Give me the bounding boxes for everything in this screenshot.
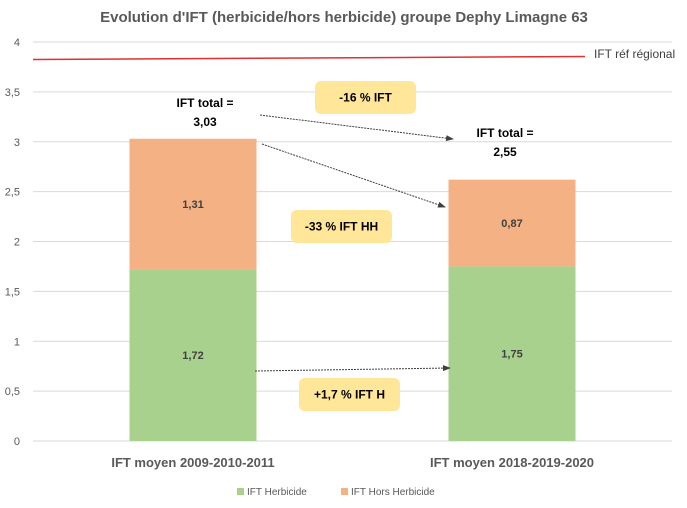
reference-line [32,55,586,61]
data-label: 1,72 [182,350,203,362]
y-tick-label: 0 [14,436,20,448]
legend-label: IFT Hors Herbicide [351,487,435,498]
y-tick-label: 1 [14,336,20,348]
arrow [259,114,454,142]
total-label: IFT total = [477,126,534,140]
chart-title: Evolution d'IFT (herbicide/hors herbicid… [100,9,588,26]
bar-segment [129,138,257,270]
y-tick-label: 2 [14,237,20,249]
y-tick-label: 3,5 [5,87,20,99]
callout-text: -16 % IFT [339,91,392,105]
y-tick-label: 3 [14,137,20,149]
legend-swatch [237,488,244,495]
total-label: IFT total = [177,96,234,110]
y-tick-label: 0,5 [5,386,20,398]
total-value: 3,03 [193,115,217,129]
legend-label: IFT Herbicide [247,487,307,498]
y-tick-label: 2,5 [5,187,20,199]
total-value: 2,55 [493,145,517,159]
callout-text: +1,7 % IFT H [314,388,385,402]
data-label: 0,87 [501,218,522,230]
reference-line-label: IFT réf régional [594,47,675,61]
bar-segment [129,269,257,441]
y-tick-label: 1,5 [5,286,20,298]
data-label: 1,31 [182,199,203,211]
legend-swatch [341,488,348,495]
data-label: 1,75 [501,349,522,361]
callout-box [315,81,416,114]
x-tick-label: IFT moyen 2018-2019-2020 [430,455,594,470]
bar-segment [448,266,576,441]
y-tick-label: 4 [14,37,20,49]
arrow [261,143,446,208]
bar-segment [448,179,576,267]
callout-text: -33 % IFT HH [305,220,378,234]
callout-box [299,378,400,411]
arrow [254,365,451,372]
callout-box [291,210,392,243]
x-tick-label: IFT moyen 2009-2010-2011 [111,455,274,470]
